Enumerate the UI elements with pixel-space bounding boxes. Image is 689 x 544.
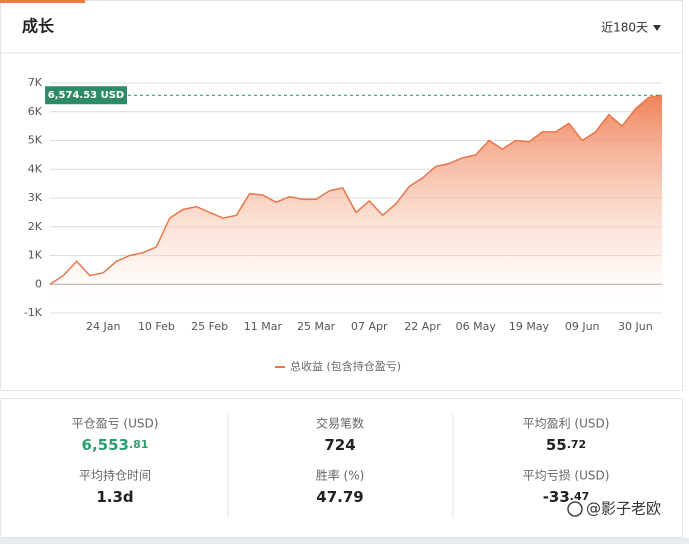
reference-label: 6,574.53 USD (48, 90, 124, 101)
plot: -1K 0 1K 2K 3K 4K 5K 6K 7K 24 Jan 10 Feb 25 Feb 11 M… (24, 76, 663, 373)
x-tick-label: 19 May (509, 320, 550, 333)
card-title: 成长 (22, 17, 55, 36)
stat-value: 47.79 (316, 488, 363, 506)
stat-value-int: 1.3d (96, 488, 133, 506)
x-tick-label: 07 Apr (351, 320, 388, 333)
x-tick-label: 25 Mar (297, 320, 336, 333)
x-tick-label: 09 Jun (565, 320, 600, 333)
reference-badge (45, 86, 127, 105)
stat-value: 55.72 (546, 436, 586, 454)
stat-value-decimals: .47 (570, 490, 590, 503)
tab-indicator (0, 0, 85, 3)
x-tick-label: 24 Jan (86, 320, 120, 333)
dropdown-arrow[interactable] (653, 25, 661, 31)
area (50, 95, 662, 313)
x-tick-label: 30 Jun (618, 320, 653, 333)
stat-label: 平均亏损 (USD) (523, 469, 610, 483)
legend-label: 总收益 (包含持仓盈亏) (290, 359, 401, 373)
x-tick-label: 11 Mar (244, 320, 283, 333)
stat-label: 胜率 (%) (316, 468, 365, 483)
y-tick-label: 6K (28, 105, 43, 118)
y-tick-label: 1K (28, 249, 43, 262)
stat-value-decimals: .72 (567, 438, 587, 451)
footer-strip (0, 538, 689, 544)
y-tick-label: 4K (28, 162, 43, 175)
y-tick-label: -1K (24, 306, 43, 319)
stats-card (0, 398, 683, 538)
line (49, 94, 663, 285)
stats: 平仓盈亏 (USD) 6,553.81 平均持仓时间 1.3d 交易笔数 724 胜率 (%… (72, 416, 610, 506)
y-tick-label: 2K (28, 220, 43, 233)
y-tick-label: 7K (28, 76, 43, 89)
stat-label: 平仓盈亏 (USD) (72, 417, 159, 431)
card (0, 0, 683, 391)
x-tick-label: 06 May (456, 320, 497, 333)
x-tick-label: 22 Apr (404, 320, 441, 333)
stat-value-int: 724 (324, 436, 355, 454)
stat-value-int: -33 (543, 488, 570, 506)
stat-value: 724 (324, 436, 355, 454)
stat-value-int: 55 (546, 436, 567, 454)
y-tick-label: 5K (28, 134, 43, 147)
stat-value-decimals: .81 (129, 438, 149, 451)
stat-value-int: 6,553 (82, 436, 129, 454)
stat-label: 平均持仓时间 (79, 468, 151, 483)
stat-value: 6,553.81 (82, 436, 149, 454)
y-tick-label: 0 (35, 277, 42, 290)
x-tick-label: 10 Feb (138, 320, 175, 333)
stat-label: 平均盈利 (USD) (523, 417, 610, 431)
stat-value-int: 47.79 (316, 488, 363, 506)
stat-value: -33.47 (543, 488, 590, 506)
y-tick-label: 3K (28, 191, 43, 204)
x-tick-label: 25 Feb (191, 320, 228, 333)
watermark-logo (567, 501, 583, 517)
range-select[interactable]: 近180天 (601, 21, 648, 35)
stat-label: 交易笔数 (316, 416, 364, 431)
watermark: @影子老欧 (586, 500, 661, 518)
stat-value: 1.3d (96, 488, 133, 506)
